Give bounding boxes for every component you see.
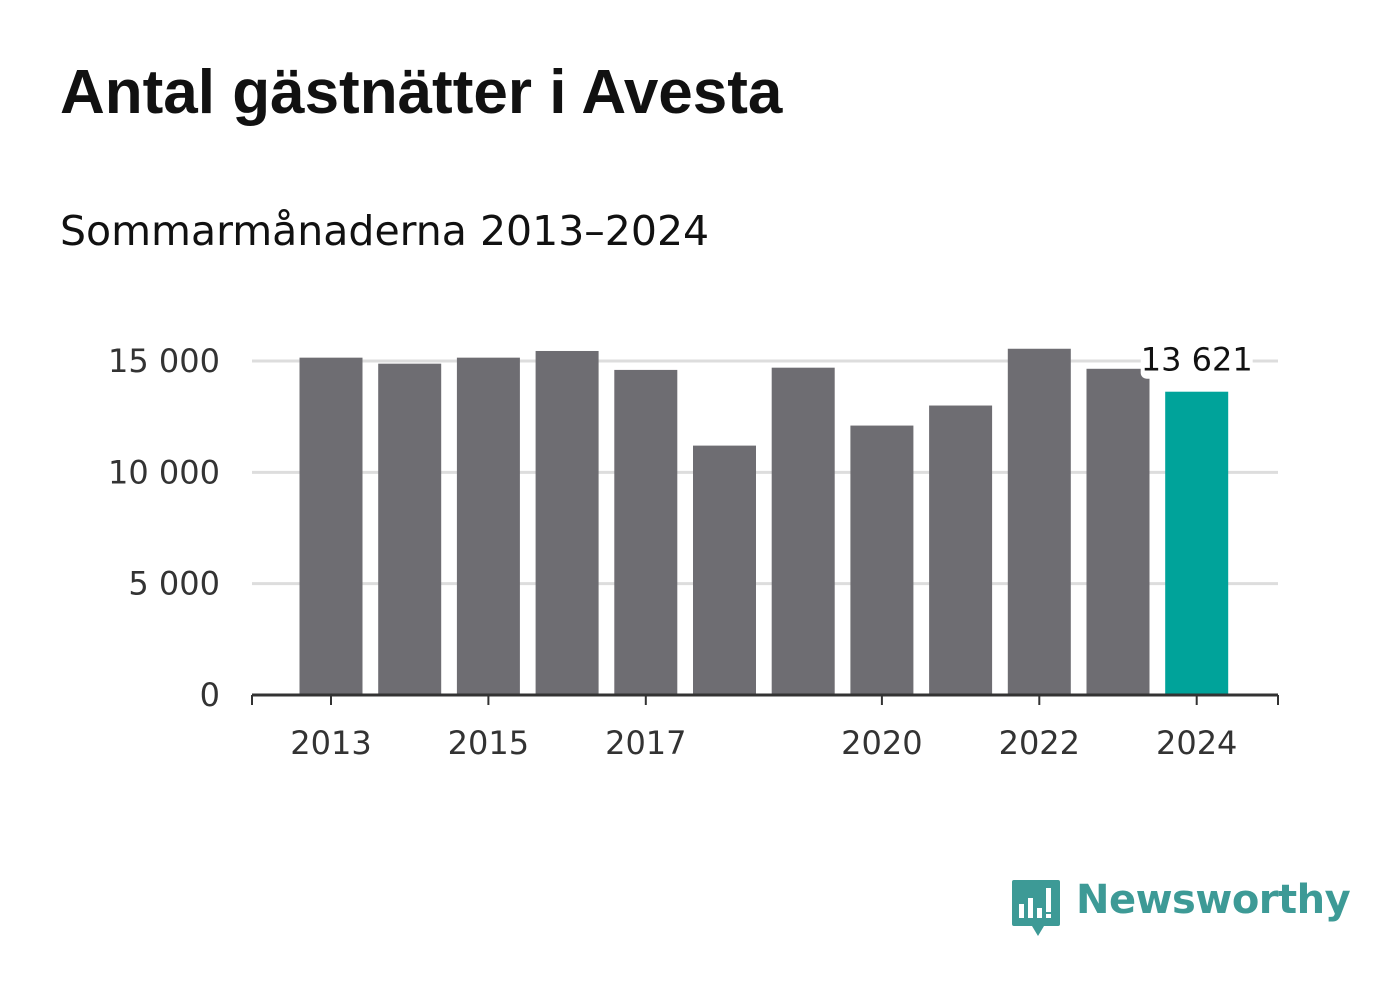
x-tick-label: 2013 (290, 724, 371, 762)
value-label-background (1140, 340, 1253, 379)
bar-2017 (614, 369, 678, 695)
y-tick-label: 0 (200, 676, 220, 714)
bar-2016 (535, 350, 599, 695)
y-tick-label: 15 000 (108, 342, 220, 380)
x-tick-label: 2024 (1156, 724, 1237, 762)
bar-2015 (456, 357, 520, 695)
x-tick-label: 2022 (999, 724, 1080, 762)
bar-2019 (771, 367, 835, 695)
bar-2021 (929, 405, 993, 695)
y-tick-label: 10 000 (108, 453, 220, 491)
chart-subtitle: Sommarmånaderna 2013–2024 (60, 207, 710, 255)
x-tick-label: 2020 (841, 724, 922, 762)
chart-title: Antal gästnätter i Avesta (60, 58, 783, 127)
x-tick-label: 2015 (448, 724, 529, 762)
y-tick-label: 5 000 (128, 565, 220, 603)
bar-chart-speech-bubble-icon (1012, 880, 1060, 936)
brand-name: Newsworthy (1076, 877, 1351, 923)
bar-2022 (1007, 348, 1071, 695)
value-label: 13 621 (1141, 341, 1253, 379)
newsworthy-logo: Newsworthy (1010, 877, 1351, 942)
x-tick-label: 2017 (605, 724, 686, 762)
bar-2020 (850, 425, 914, 695)
bar-2024 (1165, 391, 1229, 695)
bar-2014 (378, 363, 442, 695)
bar-2018 (693, 445, 756, 695)
bar-2023 (1086, 368, 1150, 695)
bar-2013 (299, 357, 363, 695)
